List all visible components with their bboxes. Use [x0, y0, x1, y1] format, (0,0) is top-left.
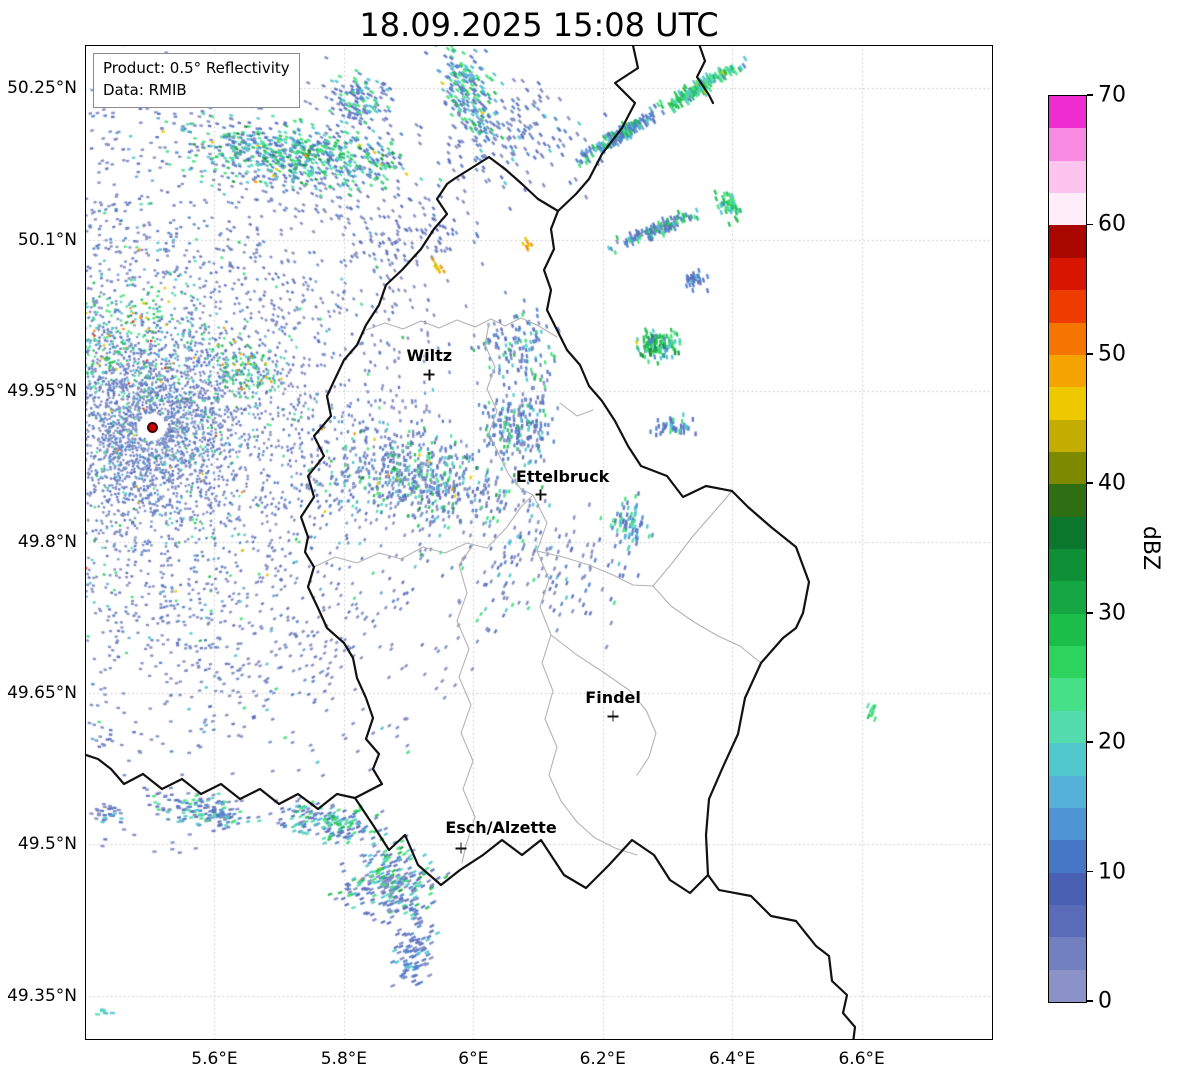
lon-tick-label: 6.4°E	[709, 1049, 756, 1069]
lon-tick-label: 6°E	[458, 1049, 489, 1069]
country-border	[695, 45, 715, 105]
district-border	[652, 490, 733, 587]
colorbar-segment	[1049, 710, 1086, 744]
colorbar-tick-label: 50	[1098, 341, 1126, 367]
lon-tick-label: 6.6°E	[838, 1049, 885, 1069]
lat-tick-label: 49.65°N	[7, 683, 77, 704]
district-border	[456, 544, 476, 864]
colorbar-segment	[1049, 290, 1086, 323]
colorbar-segment	[1049, 549, 1086, 582]
figure-title: 18.09.2025 15:08 UTC	[359, 6, 719, 44]
city-cross-icon	[455, 842, 467, 854]
colorbar-segment	[1049, 840, 1086, 873]
lat-tick-label: 50.25°N	[7, 78, 77, 99]
lon-tick-label: 5.8°E	[320, 1049, 367, 1069]
colorbar-segment	[1049, 387, 1086, 420]
colorbar-segment	[1049, 96, 1086, 129]
colorbar-segment	[1049, 678, 1086, 711]
country-border	[706, 873, 857, 1040]
colorbar-segment	[1049, 904, 1086, 938]
colorbar-segment	[1049, 937, 1086, 970]
lat-tick-label: 49.95°N	[7, 380, 77, 401]
district-border	[652, 585, 762, 664]
colorbar	[1048, 95, 1087, 1003]
district-border	[313, 494, 534, 568]
country-border	[299, 155, 811, 895]
country-border	[556, 45, 640, 213]
lat-tick-label: 49.35°N	[7, 985, 77, 1006]
colorbar-tick	[1087, 223, 1093, 226]
colorbar-tick-label: 0	[1098, 988, 1112, 1014]
product-info-box: Product: 0.5° Reflectivity Data: RMIB	[93, 53, 300, 108]
colorbar-tick-label: 70	[1098, 82, 1126, 108]
colorbar-tick	[1087, 1000, 1093, 1002]
district-border	[550, 634, 657, 776]
colorbar-segment	[1049, 354, 1086, 388]
colorbar-tick	[1087, 482, 1093, 485]
district-border	[532, 494, 638, 856]
colorbar-tick-label: 20	[1098, 729, 1126, 755]
city-label: Ettelbruck	[515, 466, 610, 486]
radar-echo-canvas	[85, 45, 993, 1040]
district-border	[484, 322, 534, 496]
colorbar-segment	[1049, 451, 1086, 485]
colorbar-segment	[1049, 581, 1086, 614]
colorbar-tick-label: 60	[1098, 211, 1126, 237]
lon-tick-label: 6.2°E	[579, 1049, 626, 1069]
city-label: Findel	[585, 688, 641, 708]
city-label: Wiltz	[406, 345, 453, 365]
data-source-line: Data: RMIB	[103, 80, 187, 99]
district-border	[365, 317, 558, 338]
colorbar-segment	[1049, 257, 1086, 291]
colorbar-segment	[1049, 743, 1086, 776]
district-border	[559, 402, 594, 417]
colorbar-segment	[1049, 225, 1086, 258]
product-line: Product: 0.5° Reflectivity	[103, 59, 290, 77]
colorbar-tick	[1087, 611, 1093, 614]
colorbar-segment	[1049, 484, 1086, 517]
colorbar-tick	[1087, 870, 1093, 873]
colorbar-tick	[1087, 741, 1093, 743]
city-cross-icon	[423, 369, 435, 381]
colorbar-segment	[1049, 807, 1086, 841]
city-cross-icon	[535, 489, 547, 501]
colorbar-axis-label: dBZ	[1138, 525, 1163, 571]
lat-tick-label: 49.8°N	[17, 531, 77, 552]
country-border	[85, 753, 357, 811]
colorbar-tick-label: 10	[1098, 859, 1126, 885]
colorbar-segment	[1049, 646, 1086, 679]
country-border-overlay	[85, 45, 857, 1040]
colorbar-tick	[1087, 353, 1093, 355]
lat-tick-label: 50.1°N	[17, 229, 77, 250]
colorbar-segment	[1049, 193, 1086, 226]
colorbar-segment	[1049, 322, 1086, 355]
colorbar-segment	[1049, 419, 1086, 452]
colorbar-segment	[1049, 775, 1086, 808]
colorbar-segment	[1049, 613, 1086, 647]
colorbar-segment	[1049, 128, 1086, 161]
city-label: Esch/Alzette	[445, 818, 557, 838]
colorbar-tick-label: 30	[1098, 600, 1126, 626]
lat-tick-label: 49.5°N	[17, 834, 77, 855]
colorbar-tick	[1087, 94, 1093, 96]
colorbar-segment	[1049, 160, 1086, 194]
colorbar-tick-label: 40	[1098, 470, 1126, 496]
colorbar-segment	[1049, 969, 1086, 1003]
lon-tick-label: 5.6°E	[191, 1049, 238, 1069]
colorbar-segment	[1049, 516, 1086, 550]
city-cross-icon	[607, 710, 619, 722]
radar-site-marker	[146, 421, 158, 433]
district-border	[536, 550, 654, 587]
colorbar-segment	[1049, 872, 1086, 905]
